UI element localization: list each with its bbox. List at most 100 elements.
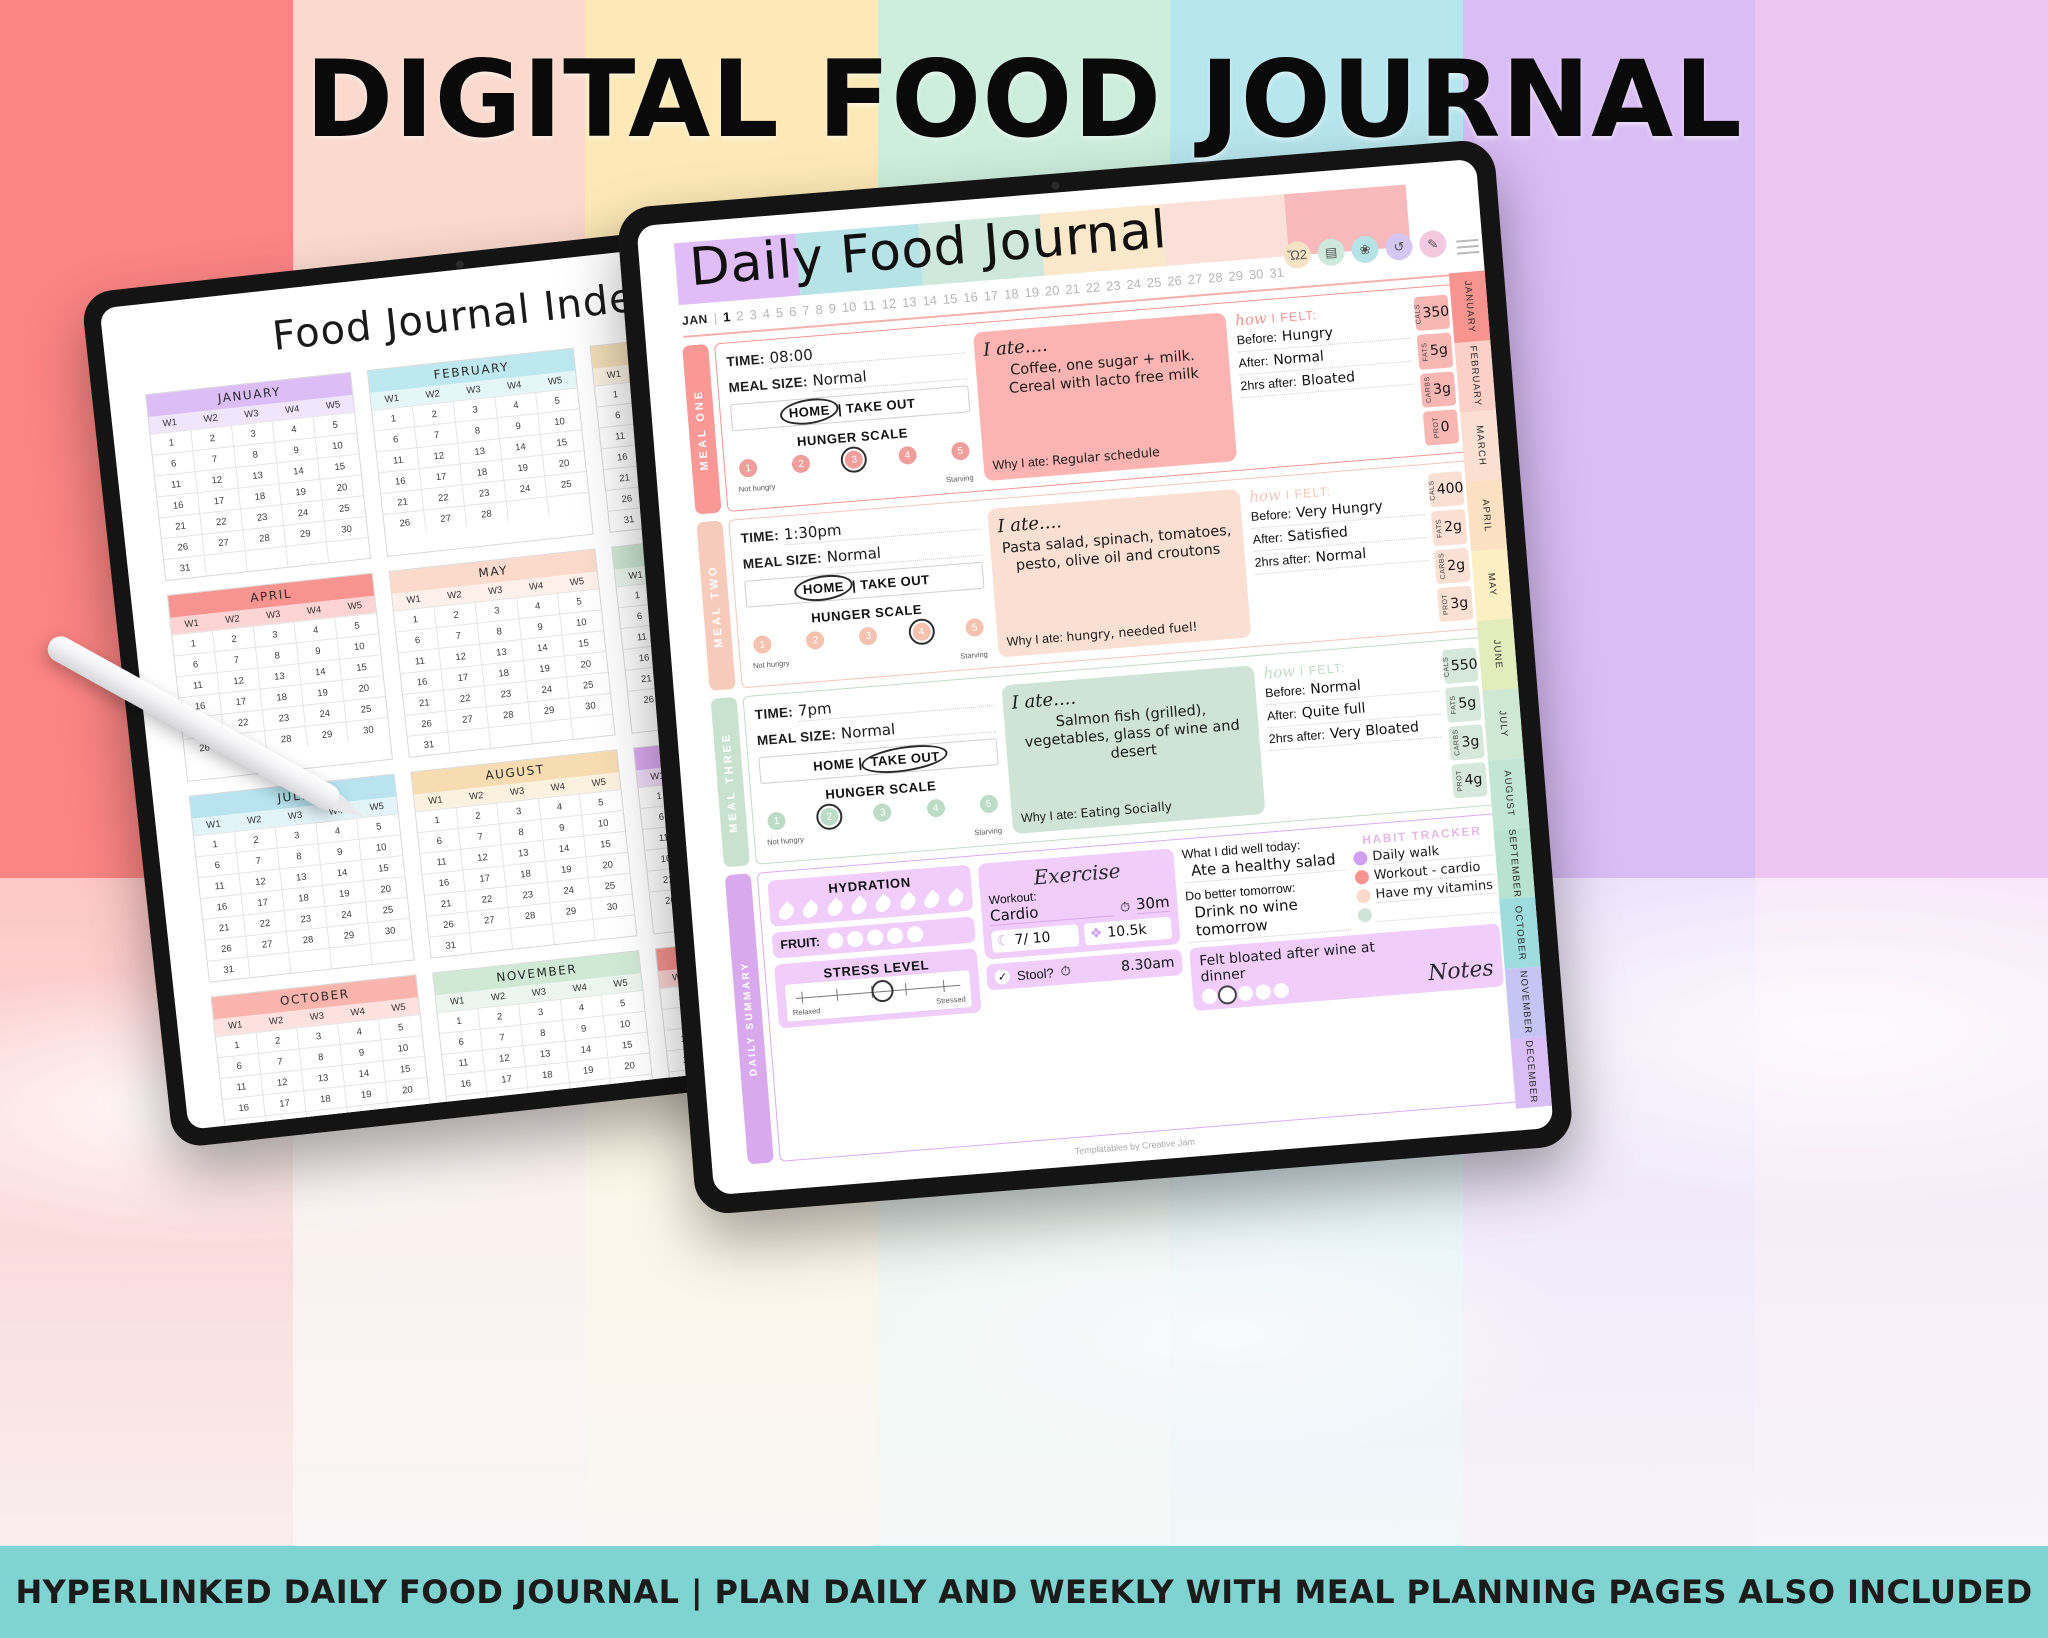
macro-value[interactable]: 400 [1436,479,1465,499]
macro-fats[interactable]: FATS 2g [1430,509,1468,546]
date-day[interactable]: 6 [788,303,797,320]
macro-value[interactable]: 5g [1429,342,1449,360]
fruit-dot[interactable] [866,928,884,947]
hunger-dot-4[interactable]: 4 [911,622,932,642]
date-day[interactable]: 27 [1187,271,1203,288]
meal-food-note[interactable]: I ate.... Coffee, one sugar + milk. Cerea… [972,312,1238,482]
undo-icon[interactable]: ↺ [1384,232,1414,262]
macro-prot[interactable]: PROT 0 [1422,408,1460,446]
stress-marker[interactable] [870,979,895,1003]
macro-fats[interactable]: FATS 5g [1445,685,1482,723]
date-day[interactable]: 10 [841,298,857,316]
hunger-dot-4[interactable]: 4 [897,445,917,466]
ate-value[interactable]: Pasta salad, spinach, tomatoes, pesto, o… [1001,522,1232,575]
mood-face-4[interactable] [1255,983,1272,1001]
hunger-dot-1[interactable]: 1 [752,634,773,655]
water-drop-icon[interactable] [872,893,894,915]
sticker-icon[interactable]: ❀ [1350,234,1380,265]
ate-value[interactable]: Salmon fish (grilled), vegetables, glass… [1024,702,1241,763]
felt-2hrs-value[interactable]: Normal [1315,545,1367,566]
macro-value[interactable]: 0 [1439,418,1451,436]
calendar-day[interactable]: 25 [388,1097,432,1123]
date-day[interactable]: 29 [1227,267,1244,284]
macro-carbs[interactable]: CARBS 3g [1419,370,1457,408]
hunger-dot-3[interactable]: 3 [872,802,893,823]
takeout-option[interactable]: TAKE OUT [859,571,931,593]
date-day[interactable]: 13 [901,294,918,311]
sleep-metric[interactable]: ☾ 7/ 10 [991,924,1080,954]
did-well-field[interactable]: What I did well today: Ate a healthy sal… [1181,835,1347,884]
water-drop-icon[interactable] [848,895,870,917]
home-option[interactable]: HOME [798,578,848,599]
calendar-october[interactable]: OCTOBER W1 W2 W3 W4 W5 1 2 3 4 5 6 7 8 9 10 11 12 13 14 15 16… [210,974,437,1130]
mood-face-1[interactable] [1201,988,1218,1005]
do-better-field[interactable]: Do better tomorrow: Drink no wine tomorr… [1185,876,1352,944]
date-day[interactable]: 28 [1207,269,1224,286]
stool-time[interactable]: 8.30am [1120,954,1176,975]
fruit-dot[interactable] [826,932,844,950]
date-day[interactable]: 3 [748,306,758,323]
month-tab-december[interactable]: DECEMBER [1510,1036,1552,1109]
water-drop-icon[interactable] [775,901,797,923]
mood-face-3[interactable] [1237,985,1254,1002]
hunger-dot-5[interactable]: 5 [964,617,985,638]
calendar-day[interactable]: 28 [265,725,309,752]
macro-value[interactable]: 4g [1463,771,1483,789]
date-day[interactable]: 30 [1248,266,1264,283]
meal-food-note[interactable]: I ate.... Salmon fish (grilled), vegetabl… [1001,665,1266,835]
mood-face-5[interactable] [1273,982,1290,999]
calendar-day[interactable]: 22 [265,1110,309,1130]
calendar-day[interactable]: 31 [429,932,473,958]
date-day[interactable]: 19 [1023,284,1040,301]
date-day[interactable]: 12 [881,295,897,312]
pen-icon[interactable]: ✎ [1418,229,1448,259]
month-tab-march[interactable]: MARCH [1459,409,1502,483]
calendar-january[interactable]: JANUARY W1 W2 W3 W4 W5 1 2 3 4 5 6 7 8 9 10 11 12 13 14 15 16… [145,371,372,582]
felt-2hrs-value[interactable]: Bloated [1300,369,1356,390]
fruit-dots[interactable] [826,925,924,950]
fruit-dot[interactable] [846,930,864,948]
macro-value[interactable]: 5g [1457,694,1477,713]
water-drop-icon[interactable] [824,897,846,919]
calendar-day[interactable]: 30 [346,716,390,743]
macro-value[interactable]: 2g [1446,556,1466,574]
date-day[interactable]: 7 [801,302,811,319]
hunger-dot-1[interactable]: 1 [738,458,758,478]
cart-icon[interactable]: Ὥ2 [1282,240,1312,270]
calendar-day[interactable]: 31 [407,731,451,757]
date-day[interactable]: 5 [775,304,784,321]
calendar-day[interactable]: 29 [305,721,350,747]
steps-metric[interactable]: ❖ 10.5k [1084,916,1173,946]
macro-prot[interactable]: PROT 3g [1436,585,1474,623]
date-day[interactable]: 11 [861,297,877,314]
hunger-dot-1[interactable]: 1 [766,811,787,831]
calendar-day[interactable]: 28 [308,1127,352,1130]
water-drop-icon[interactable] [921,889,943,911]
felt-before-value[interactable]: Normal [1309,677,1362,698]
stress-widget[interactable]: STRESS LEVEL Relaxed Stressed [774,948,982,1029]
felt-before-value[interactable]: Very Hungry [1295,498,1384,522]
date-day[interactable]: 16 [962,289,979,306]
calendar-day[interactable]: 23 [306,1106,350,1130]
home-option[interactable]: HOME [784,401,834,422]
menu-icon[interactable] [1456,238,1480,259]
hunger-dot-3[interactable]: 3 [844,449,864,470]
calendar-day[interactable]: 24 [569,1077,613,1104]
date-day[interactable]: 26 [1166,272,1183,289]
date-day-selected[interactable]: 1 [722,309,731,325]
calendar-february[interactable]: FEBRUARY W1 W2 W3 W4 W5 1 2 3 4 5 6 7 8 9 10 11 12 13 14 15 1… [367,347,594,557]
date-day[interactable]: 22 [1085,279,1101,296]
date-day[interactable]: 9 [828,300,837,317]
date-day[interactable]: 18 [1003,285,1020,303]
check-icon[interactable]: ✓ [994,968,1011,985]
date-day[interactable]: 31 [1268,264,1285,281]
date-day[interactable]: 25 [1146,274,1162,291]
month-tab-october[interactable]: OCTOBER [1499,896,1541,970]
felt-after-value[interactable]: Satisfied [1286,524,1349,546]
month-tab-may[interactable]: MAY [1471,548,1513,622]
macro-carbs[interactable]: CARBS 2g [1433,547,1471,585]
month-tab-february[interactable]: FEBRUARY [1454,340,1496,413]
calendar-may[interactable]: MAY W1 W2 W3 W4 W5 1 2 3 4 5 6 7 8 9 10 11 12 13 14 15 16 17 18… [388,548,616,758]
